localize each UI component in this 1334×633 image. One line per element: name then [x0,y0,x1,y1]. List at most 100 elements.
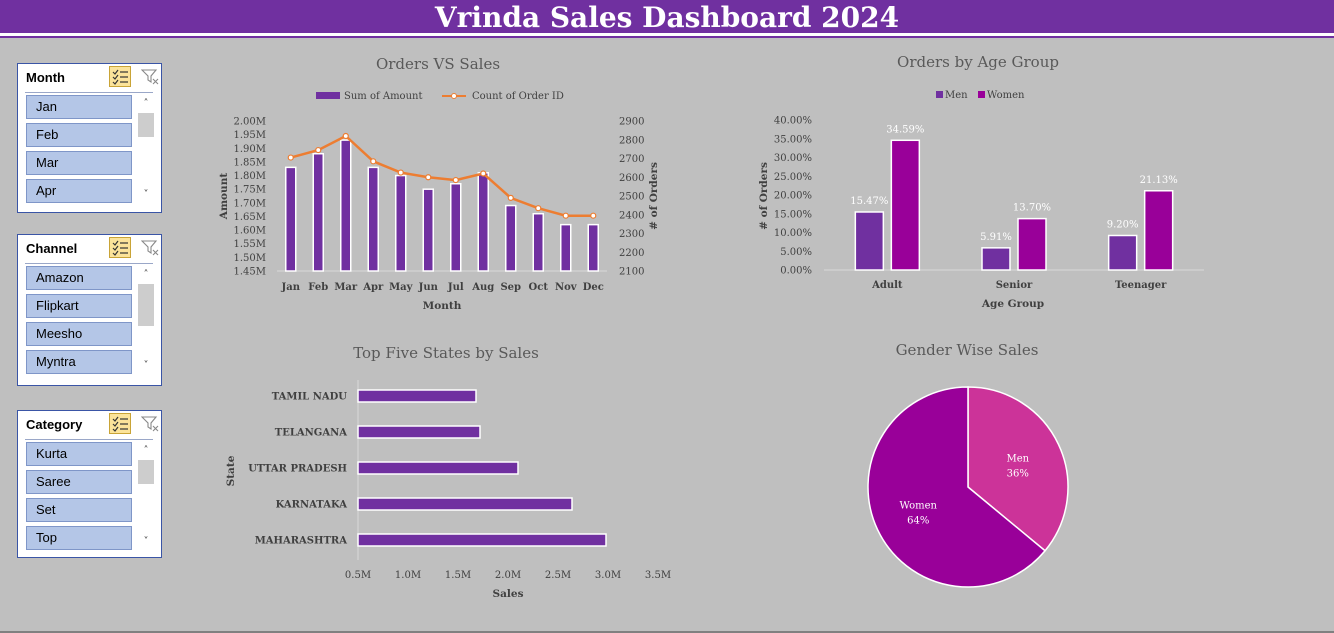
slicer-item-saree[interactable]: Saree [26,470,132,494]
slicer-item-mar[interactable]: Mar [26,151,132,175]
legend-swatch [316,92,340,99]
slicer-scrollbar[interactable]: ˄ ˅ [138,95,154,205]
y-tick-label: 1.50M [233,253,266,264]
clear-filter-icon[interactable] [140,239,159,257]
legend-label: Count of Order ID [472,91,564,102]
line-point [480,170,487,177]
y-tick-label: 5.00% [780,247,812,258]
scroll-up-icon[interactable]: ˄ [143,98,149,109]
bar-men [1107,234,1138,271]
multi-select-icon[interactable] [109,66,131,87]
bar-state-sales [357,389,477,403]
legend-swatch [978,91,985,98]
y2-tick-label: 2100 [619,267,644,278]
x-tick-label: 2.0M [495,570,521,581]
y-tick-label: 1.70M [233,198,266,209]
y2-tick-label: 2700 [619,154,644,165]
pie-slice-women [867,386,1047,588]
header-bar: Vrinda Sales Dashboard 2024 [0,0,1334,36]
slicer-item-apr[interactable]: Apr [26,179,132,203]
y2-tick-label: 2600 [619,173,644,184]
line-point [535,205,542,212]
slicer-title: Month [26,70,65,85]
pie-label-name: Men [1006,454,1029,465]
chart-title: Gender Wise Sales [896,341,1039,359]
bar-sum-of-amount [532,212,544,272]
chart-title: Orders by Age Group [897,53,1059,71]
orders-vs-sales-chart: Orders VS Sales Sum of Amount Count of Ord… [218,55,660,312]
scroll-thumb[interactable] [138,113,154,137]
slicer-header: Channel [25,235,159,264]
slicer-item-feb[interactable]: Feb [26,123,132,147]
slicer-scrollbar[interactable]: ˄ ˅ [138,442,154,552]
slicer-item-top[interactable]: Top [26,526,132,550]
line-point [342,132,349,140]
y-tick-label: MAHARASHTRA [255,536,348,547]
data-label: 34.59% [886,124,924,135]
x-tick-label: Adult [871,280,903,291]
scroll-up-icon[interactable]: ˄ [143,269,149,280]
bar-sum-of-amount [560,223,572,272]
line-point [287,154,294,161]
slicer-item-set[interactable]: Set [26,498,132,522]
bar-sum-of-amount [395,174,407,272]
x-axis-title: Month [423,300,462,312]
line-point [452,176,459,184]
pie-slice-men [967,386,1069,552]
slicer-item-flipkart[interactable]: Flipkart [26,294,132,318]
clear-filter-icon[interactable] [140,415,159,433]
x-tick-label: Jul [447,282,464,293]
line-point [590,212,597,219]
slicer-item-myntra[interactable]: Myntra [26,350,132,374]
multi-select-icon[interactable] [109,413,131,434]
chart-title: Orders VS Sales [376,55,500,73]
slicer-title: Category [26,417,83,432]
y-tick-label: 1.75M [233,185,266,196]
data-label: 9.20% [1107,220,1139,231]
slicer-item-amazon[interactable]: Amazon [26,266,132,290]
bar-sum-of-amount [285,166,297,272]
slicer-item-jan[interactable]: Jan [26,95,132,119]
slicer-header: Category [25,411,159,440]
x-tick-label: Dec [583,282,604,293]
bar-women [1143,190,1174,271]
scroll-up-icon[interactable]: ˄ [143,445,149,456]
scroll-down-icon[interactable]: ˅ [143,536,149,547]
dashboard-title: Vrinda Sales Dashboard 2024 [434,1,900,34]
y-axis-title: State [225,455,237,486]
bar-state-sales [357,425,481,439]
legend-label: Sum of Amount [344,91,422,102]
x-tick-label: Apr [362,282,384,293]
y-tick-label: 1.80M [233,171,266,182]
y-tick-label: 25.00% [774,172,812,183]
y-axis-title: Amount [218,173,230,221]
x-tick-label: Oct [529,282,549,293]
line-point [315,146,322,154]
x-tick-label: 0.5M [345,570,371,581]
slicer-channel: Channel Amazon Flipkart Meesho Myntra ˄ ˅ [17,234,162,386]
clear-filter-icon[interactable] [140,68,159,86]
x-axis-title: Age Group [981,298,1044,310]
bar-women [890,139,921,271]
slicer-item-kurta[interactable]: Kurta [26,442,132,466]
slicer-scrollbar[interactable]: ˄ ˅ [138,266,154,376]
slicer-item-meesho[interactable]: Meesho [26,322,132,346]
x-tick-label: Feb [308,282,328,293]
x-tick-label: Aug [471,282,494,293]
multi-select-icon[interactable] [109,237,131,258]
x-tick-label: Teenager [1115,280,1167,291]
x-axis-title: Sales [493,588,524,600]
slicer-category: Category Kurta Saree Set Top ˄ ˅ [17,410,162,558]
x-tick-label: Mar [334,282,358,293]
slicer-title: Channel [26,241,78,256]
scroll-thumb[interactable] [138,284,154,326]
bar-sum-of-amount [477,172,489,272]
y-axis-title: # of Orders [758,162,770,230]
scroll-down-icon[interactable]: ˅ [143,360,149,371]
data-label: 21.13% [1140,175,1178,186]
scroll-thumb[interactable] [138,460,154,484]
x-tick-label: Senior [996,280,1033,291]
x-tick-label: Jan [281,282,301,293]
scroll-down-icon[interactable]: ˅ [143,189,149,200]
y2-tick-label: 2500 [619,192,644,203]
